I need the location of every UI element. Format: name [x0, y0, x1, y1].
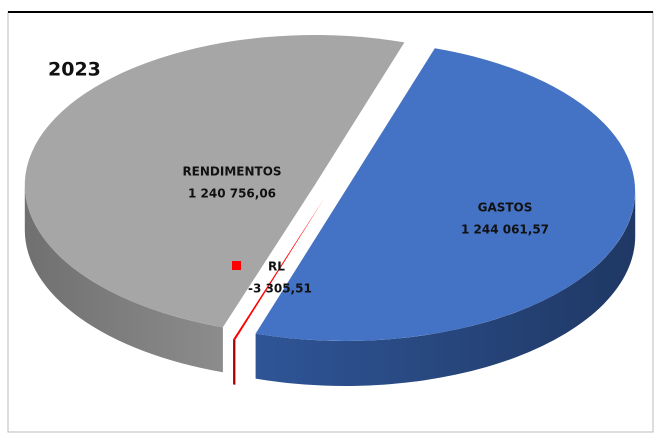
- data-label-name: RL: [268, 260, 285, 274]
- slice: [233, 197, 325, 340]
- data-label-name: GASTOS: [478, 201, 533, 215]
- chart-title: 2023: [48, 59, 101, 81]
- slice-side: [233, 339, 236, 385]
- data-label: 1 240 756,06: [188, 187, 276, 201]
- slice: [255, 48, 636, 341]
- data-label: -3 305,51: [248, 282, 312, 296]
- data-label-name: RENDIMENTOS: [182, 165, 281, 179]
- slice-side: [24, 184, 223, 373]
- data-label: 1 244 061,57: [461, 223, 549, 237]
- slice: [24, 34, 405, 328]
- label-key: [232, 261, 241, 270]
- slice-side: [255, 190, 636, 386]
